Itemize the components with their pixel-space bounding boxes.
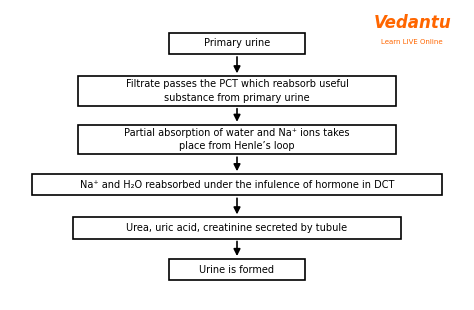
FancyBboxPatch shape: [73, 217, 401, 239]
FancyBboxPatch shape: [169, 33, 305, 54]
Text: Partial absorption of water and Na⁺ ions takes
place from Henle’s loop: Partial absorption of water and Na⁺ ions…: [124, 128, 350, 151]
FancyBboxPatch shape: [32, 174, 442, 196]
Text: Learn LIVE Online: Learn LIVE Online: [382, 39, 443, 45]
Text: Urine is formed: Urine is formed: [200, 264, 274, 275]
Text: Vedantu: Vedantu: [374, 14, 451, 32]
Text: Na⁺ and H₂O reabsorbed under the infulence of hormone in DCT: Na⁺ and H₂O reabsorbed under the infulen…: [80, 180, 394, 190]
FancyBboxPatch shape: [78, 125, 396, 154]
Text: Primary urine: Primary urine: [204, 38, 270, 48]
FancyBboxPatch shape: [169, 259, 305, 280]
FancyBboxPatch shape: [78, 76, 396, 106]
Text: Filtrate passes the PCT which reabsorb useful
substance from primary urine: Filtrate passes the PCT which reabsorb u…: [126, 79, 348, 103]
Text: Urea, uric acid, creatinine secreted by tubule: Urea, uric acid, creatinine secreted by …: [127, 223, 347, 233]
